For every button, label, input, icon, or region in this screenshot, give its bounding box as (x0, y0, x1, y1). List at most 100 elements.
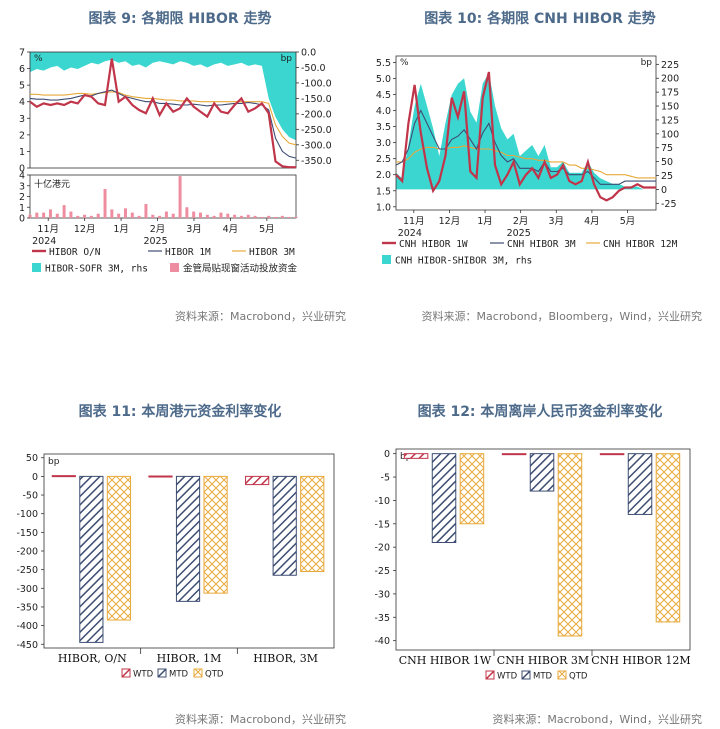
x-tick-label: 11月 (403, 216, 425, 227)
legend-item: WTD (121, 668, 154, 680)
legend-label: HIBOR 1M (165, 247, 211, 258)
cnh-weekly-bar-chart: 0-5-10-15-20-25-30-35-40bpCNH HIBOR 1WCN… (374, 448, 691, 682)
discount-window-bar (185, 207, 189, 218)
discount-window-bar (219, 212, 223, 218)
left-tick-label: 1.0 (376, 202, 391, 213)
legend-swatch (157, 668, 167, 678)
right-tick-label: -300.0 (301, 140, 332, 151)
source-note-hkd-weekly: 资料来源：Macrobond，兴业研究 (175, 713, 346, 726)
right-tick-label: 150 (661, 102, 679, 113)
left-tick-label: 2 (19, 130, 25, 141)
left-unit-label: % (34, 54, 43, 64)
discount-window-bar (226, 213, 230, 218)
discount-window-bar (151, 214, 155, 218)
right-tick-label: 175 (661, 88, 679, 99)
left-tick-label: 2.0 (376, 170, 391, 181)
legend-item: QTD (557, 670, 588, 682)
discount-window-bar (110, 209, 114, 218)
bar-qtd (300, 475, 325, 573)
bar-qtd (459, 453, 485, 525)
right-tick-label: -100.0 (301, 78, 332, 89)
legend-item: HIBOR 3M (232, 247, 295, 258)
hkd-weekly-bar-chart: 50 0 -50 -100 -150 -200 -250 -300 -350 -400 -450 bp… (16, 453, 335, 680)
bar-mtd (627, 453, 653, 515)
right-tick-label: -250.0 (301, 125, 332, 136)
y-tick-label: -30 (374, 589, 390, 600)
series-area-a (30, 52, 296, 141)
x-tick-label: 1月 (477, 216, 493, 227)
legend-label: MTD (169, 670, 189, 680)
left-tick-label: 4.5 (376, 90, 391, 101)
hibor-line-chart: 01234567%0.0-50.0-100.0-150.0-200.0-250.… (19, 48, 332, 275)
x-tick-label: 5月 (620, 216, 636, 227)
x-tick-label: 12月 (74, 224, 96, 235)
category-label: HIBOR, 1M (157, 652, 222, 665)
legend-label: HIBOR O/N (49, 247, 101, 258)
y-tick-label: -50 (22, 491, 38, 502)
legend-item: MTD (157, 668, 189, 680)
legend-item: MTD (521, 670, 553, 682)
y-tick-label: -100 (16, 509, 38, 520)
bar-qtd (655, 453, 681, 623)
right-tick-label: -200.0 (301, 109, 332, 120)
legend-swatch (382, 255, 391, 264)
series-line-cnh-hibor-1w (395, 71, 656, 202)
y-tick-label: 50 (26, 453, 38, 464)
chart-title-cnh: 图表 10: 各期限 CNH HIBOR 走势 (424, 11, 656, 27)
discount-window-bar (267, 215, 271, 218)
y-tick-label: -5 (381, 473, 390, 484)
discount-window-bar (280, 215, 284, 218)
discount-window-bar (42, 212, 46, 218)
left-tick-label: 2.5 (376, 154, 391, 165)
discount-window-bar (62, 205, 66, 218)
series-line-hibor-3m (30, 91, 297, 146)
legend-label: WTD (133, 670, 154, 680)
legend-label: QTD (569, 672, 588, 682)
left-tick-label: 4.0 (376, 106, 391, 117)
legend-label: QTD (205, 670, 224, 680)
x-tick-label: 12月 (439, 216, 461, 227)
right-unit-label: bp (281, 54, 293, 64)
left-tick-label: 5.0 (376, 74, 391, 85)
legend-label: MTD (533, 672, 553, 682)
cnh-hibor-line-chart: 1.0 1.5 2.0 2.5 3.0 3.5 4.0 4.5 5.0 5.5 % -25 0 25 50 7… (376, 55, 679, 267)
discount-window-bar (192, 211, 196, 218)
category-label: CNH HIBOR 3M (497, 654, 589, 667)
category-label: CNH HIBOR 1W (399, 654, 492, 667)
discount-window-bar (144, 204, 148, 218)
x-tick-label: 11月 (37, 224, 59, 235)
category-label: HIBOR, 3M (253, 652, 318, 665)
category-label: HIBOR, O/N (58, 652, 127, 665)
discount-window-bar (199, 212, 203, 218)
right-tick-label: 25 (661, 171, 673, 182)
legend-item: HIBOR O/N (32, 247, 101, 258)
sub-tick-label: 0 (19, 214, 25, 225)
x-tick-label: 1月 (113, 224, 129, 235)
left-tick-label: 3.5 (376, 122, 391, 133)
unit-label: bp (48, 457, 60, 467)
x-tick-label: 4月 (584, 216, 600, 227)
right-tick-label: 225 (661, 60, 679, 71)
left-tick-label: 6 (19, 64, 25, 75)
right-tick-label: 100 (661, 129, 679, 140)
x-tick-label: 3月 (549, 216, 565, 227)
legend-item: 金管局贴现窗活动投放资金 (170, 263, 298, 275)
discount-window-bar (171, 213, 175, 218)
x-tick-label: 5月 (259, 224, 275, 235)
x-tick-label: 4月 (223, 224, 239, 235)
discount-window-bar (103, 188, 107, 218)
left-unit-label: % (400, 58, 409, 68)
discount-window-bar (117, 213, 121, 218)
left-tick-label: 5.5 (376, 58, 391, 69)
bar-wtd (148, 475, 173, 478)
discount-window-bar (96, 213, 100, 218)
sub-tick-label: 1 (19, 203, 25, 214)
discount-window-bar (205, 214, 209, 218)
chart-title-cnh-weekly: 图表 12: 本周离岸人民币资金利率变化 (417, 404, 663, 420)
year-label: 2025 (507, 228, 531, 239)
bar-mtd (529, 453, 555, 492)
y-tick-label: -25 (374, 566, 390, 577)
discount-window-bar (246, 214, 250, 218)
legend-swatch (557, 670, 567, 680)
left-tick-label: 1.5 (376, 186, 391, 197)
